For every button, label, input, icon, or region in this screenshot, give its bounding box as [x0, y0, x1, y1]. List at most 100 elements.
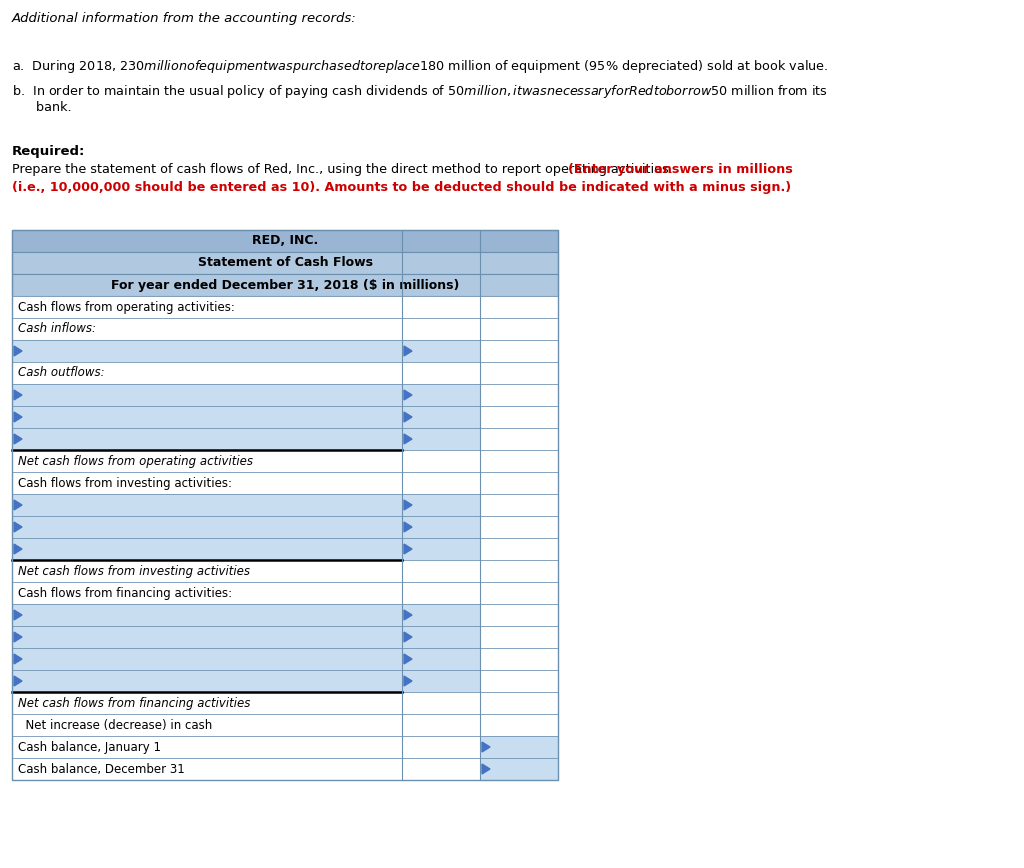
- Bar: [402, 318, 480, 340]
- Bar: [480, 318, 558, 340]
- Bar: [12, 252, 558, 274]
- Bar: [402, 362, 480, 384]
- Polygon shape: [482, 742, 490, 752]
- Bar: [12, 604, 402, 626]
- Bar: [480, 406, 558, 428]
- Bar: [480, 560, 558, 582]
- Bar: [402, 758, 480, 780]
- Bar: [12, 736, 402, 758]
- Bar: [480, 714, 558, 736]
- Bar: [480, 648, 558, 670]
- Polygon shape: [14, 522, 22, 532]
- Text: Net cash flows from investing activities: Net cash flows from investing activities: [18, 564, 250, 577]
- Text: Cash flows from financing activities:: Cash flows from financing activities:: [18, 587, 232, 600]
- Polygon shape: [14, 346, 22, 356]
- Text: Prepare the statement of cash flows of Red, Inc., using the direct method to rep: Prepare the statement of cash flows of R…: [12, 163, 677, 176]
- Bar: [480, 450, 558, 472]
- Bar: [402, 494, 480, 516]
- Bar: [402, 538, 480, 560]
- Bar: [402, 428, 480, 450]
- Bar: [12, 384, 402, 406]
- Bar: [402, 692, 480, 714]
- Text: (Enter your answers in millions: (Enter your answers in millions: [568, 163, 794, 176]
- Polygon shape: [14, 434, 22, 444]
- Bar: [12, 362, 402, 384]
- Text: RED, INC.: RED, INC.: [252, 234, 318, 247]
- Polygon shape: [404, 544, 412, 554]
- Bar: [402, 384, 480, 406]
- Bar: [480, 340, 558, 362]
- Polygon shape: [404, 676, 412, 686]
- Polygon shape: [404, 522, 412, 532]
- Bar: [480, 516, 558, 538]
- Bar: [12, 692, 402, 714]
- Bar: [12, 230, 558, 780]
- Bar: [402, 472, 480, 494]
- Bar: [12, 450, 402, 472]
- Text: Cash balance, December 31: Cash balance, December 31: [18, 762, 184, 775]
- Bar: [12, 230, 558, 252]
- Text: Net cash flows from operating activities: Net cash flows from operating activities: [18, 455, 253, 468]
- Text: (i.e., 10,000,000 should be entered as 10). Amounts to be deducted should be ind: (i.e., 10,000,000 should be entered as 1…: [12, 181, 792, 194]
- Text: Cash flows from investing activities:: Cash flows from investing activities:: [18, 477, 232, 490]
- Polygon shape: [14, 610, 22, 620]
- Bar: [12, 538, 402, 560]
- Bar: [480, 670, 558, 692]
- Polygon shape: [14, 632, 22, 642]
- Polygon shape: [14, 544, 22, 554]
- Bar: [12, 318, 402, 340]
- Bar: [402, 626, 480, 648]
- Text: Net cash flows from financing activities: Net cash flows from financing activities: [18, 696, 251, 709]
- Polygon shape: [404, 434, 412, 444]
- Bar: [12, 714, 402, 736]
- Bar: [402, 560, 480, 582]
- Polygon shape: [482, 764, 490, 774]
- Text: Cash inflows:: Cash inflows:: [18, 323, 96, 336]
- Bar: [402, 340, 480, 362]
- Text: b.  In order to maintain the usual policy of paying cash dividends of $50 millio: b. In order to maintain the usual policy…: [12, 83, 828, 100]
- Bar: [12, 626, 402, 648]
- Bar: [480, 362, 558, 384]
- Bar: [402, 736, 480, 758]
- Bar: [12, 274, 558, 296]
- Polygon shape: [14, 412, 22, 422]
- Polygon shape: [404, 346, 412, 356]
- Polygon shape: [14, 500, 22, 510]
- Bar: [402, 714, 480, 736]
- Bar: [12, 516, 402, 538]
- Bar: [12, 340, 402, 362]
- Bar: [12, 494, 402, 516]
- Bar: [480, 604, 558, 626]
- Text: bank.: bank.: [12, 101, 72, 114]
- Bar: [402, 406, 480, 428]
- Bar: [12, 560, 402, 582]
- Bar: [402, 582, 480, 604]
- Text: Cash flows from operating activities:: Cash flows from operating activities:: [18, 300, 234, 313]
- Bar: [480, 384, 558, 406]
- Bar: [480, 626, 558, 648]
- Text: Additional information from the accounting records:: Additional information from the accounti…: [12, 12, 356, 25]
- Bar: [12, 648, 402, 670]
- Bar: [480, 472, 558, 494]
- Bar: [12, 472, 402, 494]
- Bar: [402, 516, 480, 538]
- Polygon shape: [404, 654, 412, 664]
- Bar: [12, 758, 402, 780]
- Text: Statement of Cash Flows: Statement of Cash Flows: [198, 257, 373, 269]
- Bar: [402, 670, 480, 692]
- Bar: [480, 428, 558, 450]
- Polygon shape: [404, 390, 412, 400]
- Bar: [402, 604, 480, 626]
- Bar: [12, 406, 402, 428]
- Bar: [402, 648, 480, 670]
- Text: For year ended December 31, 2018 ($ in millions): For year ended December 31, 2018 ($ in m…: [111, 279, 459, 292]
- Bar: [12, 582, 402, 604]
- Bar: [480, 736, 558, 758]
- Polygon shape: [14, 654, 22, 664]
- Text: Net increase (decrease) in cash: Net increase (decrease) in cash: [18, 719, 212, 732]
- Bar: [480, 692, 558, 714]
- Polygon shape: [404, 412, 412, 422]
- Bar: [480, 758, 558, 780]
- Bar: [402, 450, 480, 472]
- Bar: [480, 296, 558, 318]
